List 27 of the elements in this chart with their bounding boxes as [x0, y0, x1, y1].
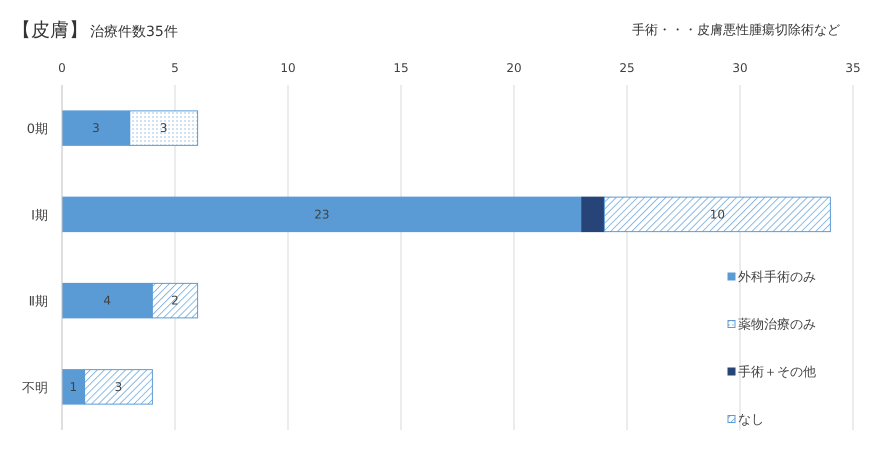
y-tick-label: 不明 [22, 380, 48, 396]
data-label: 1 [69, 380, 78, 394]
legend-label: 外科手術のみ [738, 270, 816, 285]
legend-label: 手術＋その他 [738, 365, 816, 380]
bar [604, 196, 831, 232]
data-label: 4 [103, 294, 112, 308]
data-label: 3 [92, 121, 100, 136]
bar [581, 196, 605, 232]
x-tick-label: 25 [619, 61, 635, 75]
x-tick-label: 35 [845, 61, 861, 75]
x-tick-label: 0 [58, 61, 66, 75]
chart-subtitle: 治療件数35件 [90, 24, 178, 40]
bar [62, 196, 582, 232]
x-tick-label: 20 [506, 61, 522, 75]
x-tick-label: 30 [732, 61, 748, 75]
y-tick-label: 0期 [26, 122, 48, 138]
y-tick-label: Ⅱ期 [28, 294, 48, 310]
legend-label: 薬物治療のみ [738, 318, 816, 332]
y-tick-label: Ⅰ期 [31, 208, 48, 224]
legend-label: なし [738, 412, 764, 428]
data-label: 3 [160, 121, 168, 136]
data-label: 23 [314, 207, 330, 222]
x-tick-label: 10 [280, 61, 296, 75]
x-tick-label: 5 [171, 61, 179, 75]
text: 手術・・・皮膚悪性腫瘍切除術など [632, 23, 840, 38]
x-tick-label: 15 [393, 61, 409, 75]
chart-title: 【皮膚】 [12, 19, 88, 41]
